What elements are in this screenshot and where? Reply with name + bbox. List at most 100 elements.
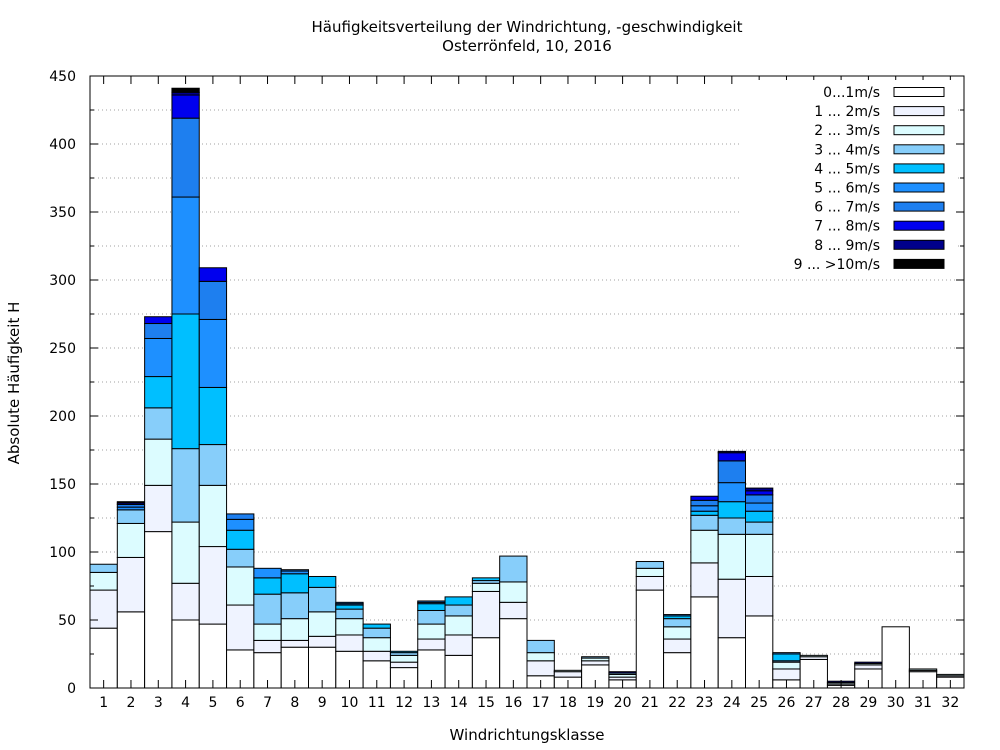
- legend-label: 0...1m/s: [823, 85, 880, 101]
- bar-segment: [417, 623, 446, 640]
- legend-label: 1 ... 2m/s: [814, 104, 880, 120]
- bar-segment: [253, 623, 282, 641]
- y-tick-label: 200: [49, 409, 76, 425]
- legend-label: 6 ... 7m/s: [814, 200, 880, 216]
- y-tick-label: 100: [49, 545, 76, 561]
- bar-segment: [198, 444, 228, 486]
- y-tick-label: 350: [49, 205, 76, 221]
- x-axis-label: Windrichtungsklasse: [450, 726, 605, 744]
- bar-segment: [717, 452, 746, 462]
- bar-segment: [116, 611, 146, 689]
- bar-segment: [690, 505, 719, 512]
- bar-segment: [116, 509, 146, 524]
- legend-label: 5 ... 6m/s: [814, 181, 880, 197]
- bar-segment: [417, 603, 446, 611]
- bar-segment: [389, 661, 419, 669]
- bar-segment: [745, 502, 774, 512]
- bar-segment: [171, 87, 200, 93]
- x-tick-label: 6: [236, 695, 245, 711]
- y-tick-label: 450: [49, 69, 76, 85]
- bar-segment: [745, 494, 774, 504]
- bar-segment: [144, 438, 173, 486]
- bar-segment: [226, 518, 255, 531]
- legend-label: 3 ... 4m/s: [814, 142, 880, 158]
- chart-title: Häufigkeitsverteilung der Windrichtung, …: [312, 18, 743, 36]
- bar-segment: [635, 567, 665, 577]
- bar-segment: [171, 582, 200, 621]
- bar-segment: [226, 513, 255, 520]
- x-tick-label: 15: [477, 695, 495, 711]
- bar-segment: [171, 313, 200, 450]
- bar-segment: [471, 577, 501, 582]
- bar-segment: [717, 533, 746, 580]
- y-tick-label: 300: [49, 273, 76, 289]
- bar-segment: [362, 623, 391, 629]
- bar-segment: [499, 555, 528, 583]
- bar-segment: [745, 615, 774, 689]
- bar-segment: [663, 614, 692, 617]
- legend-label: 2 ... 3m/s: [814, 123, 880, 139]
- bar-segment: [308, 611, 337, 637]
- x-tick-label: 18: [559, 695, 577, 711]
- bar-segment: [690, 495, 719, 501]
- y-axis: 0 50 100 150 200 250 300 350 400 450: [49, 69, 964, 697]
- bar-segment: [854, 664, 883, 670]
- bar-segment: [198, 623, 228, 689]
- x-tick-label: 17: [532, 695, 550, 711]
- bar-segment: [89, 563, 118, 573]
- y-tick-label: 150: [49, 477, 76, 493]
- x-tick-label: 1: [99, 695, 108, 711]
- bar-segment: [308, 635, 337, 648]
- bar-segment: [198, 318, 228, 388]
- bar-segment: [89, 589, 118, 629]
- x-tick-label: 13: [422, 695, 440, 711]
- x-tick-label: 32: [941, 695, 959, 711]
- bar-segment: [471, 582, 501, 592]
- bar-segment: [308, 586, 337, 613]
- bar-segment: [745, 533, 774, 577]
- bar-segment: [499, 618, 528, 689]
- bar-segment: [690, 510, 719, 516]
- bar-segment: [389, 650, 419, 654]
- x-tick-label: 30: [887, 695, 905, 711]
- x-tick-label: 11: [368, 695, 386, 711]
- bar-segment: [690, 514, 719, 531]
- y-axis-label: Absolute Häufigkeit H: [5, 302, 23, 465]
- bar-segment: [663, 638, 692, 654]
- y-tick-label: 250: [49, 341, 76, 357]
- x-tick-label: 25: [750, 695, 768, 711]
- x-tick-label: 16: [504, 695, 522, 711]
- x-tick-label: 29: [859, 695, 877, 711]
- bar-segment: [171, 117, 200, 198]
- legend-swatch: [893, 87, 945, 97]
- x-tick-label: 9: [318, 695, 327, 711]
- bar-segment: [717, 482, 746, 503]
- bar-segment: [499, 581, 528, 603]
- bar-segment: [881, 626, 910, 689]
- x-tick-label: 27: [805, 695, 823, 711]
- bar-segment: [116, 522, 146, 558]
- legend: 0...1m/s 1 ... 2m/s 2 ... 3m/s 3 ... 4m/s 4 …: [740, 80, 956, 276]
- bar-segment: [581, 660, 610, 666]
- legend-swatch: [893, 182, 945, 193]
- bar-segment: [89, 571, 118, 591]
- bar-segment: [144, 376, 173, 409]
- bar-segment: [717, 501, 746, 519]
- bar-segment: [717, 450, 746, 454]
- bar-segment: [144, 337, 173, 378]
- bar-segment: [635, 561, 665, 569]
- bar-segment: [635, 589, 665, 689]
- bar-segment: [280, 618, 309, 641]
- bar-segment: [690, 562, 719, 598]
- bar-segment: [335, 618, 364, 636]
- y-tick-label: 400: [49, 137, 76, 153]
- bar-segment: [335, 634, 364, 652]
- bar-segment: [745, 510, 774, 523]
- bar-segment: [335, 604, 364, 610]
- bar-segment: [690, 596, 719, 689]
- x-tick-label: 19: [586, 695, 604, 711]
- y-tick-label: 0: [67, 681, 76, 697]
- bar-segment: [226, 529, 255, 550]
- bar-segment: [663, 618, 692, 628]
